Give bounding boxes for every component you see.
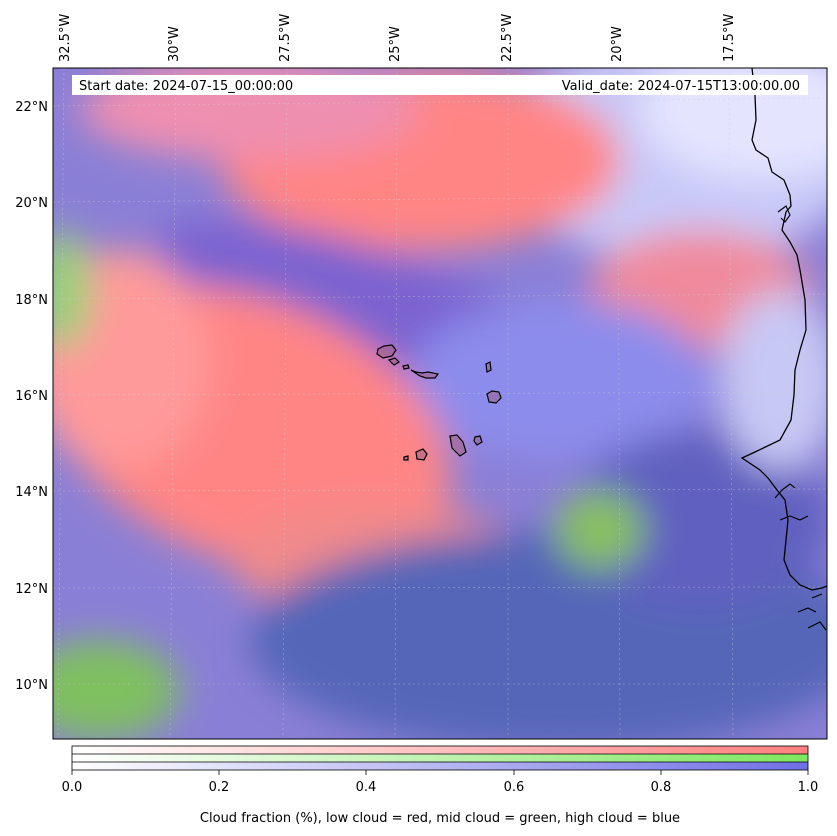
high-cloud-southeast [570,430,827,610]
lon-label-20w: 20°W [610,26,625,62]
cloud-field [53,68,827,739]
map-panel [53,68,827,739]
colorbar-high-cloud [72,762,808,770]
clear-patch-coast [720,290,827,470]
mid-cloud-patch-center [555,490,645,570]
lon-label-25w: 25°W [388,26,403,62]
colorbar-tick-1: 0.2 [209,780,230,795]
lat-label-12n: 12°N [15,582,48,597]
island-maio [473,435,483,446]
mid-cloud-patch-sw [53,640,180,739]
cape-verde-islands [376,344,502,461]
colorbar: 0.0 0.2 0.4 0.6 0.8 1.0 Cloud fraction (… [62,745,819,826]
colorbar-frame [71,745,809,771]
island-sao-nicolau [410,369,440,379]
africa-coastline [740,68,827,591]
lon-label-17-5w: 17.5°W [722,14,737,62]
island-santiago [449,434,467,457]
high-cloud-patch-ne-light [640,68,827,180]
lat-label-18n: 18°N [15,293,48,308]
lon-label-32-5w: 32.5°W [58,14,73,62]
lon-label-22-5w: 22.5°W [500,14,515,62]
date-box [72,75,808,95]
colorbar-mid-cloud [72,754,808,762]
island-fogo [415,448,428,461]
lon-label-27-5w: 27.5°W [278,14,293,62]
colorbar-tick-2: 0.4 [356,780,377,795]
low-cloud-patch-west [53,250,210,470]
lat-label-14n: 14°N [15,485,48,500]
island-santa-luzia [402,364,410,370]
lat-label-20n: 20°N [15,196,48,211]
start-date-label: Start date: 2024-07-15_00:00:00 [79,79,293,94]
high-cloud-center [410,300,710,460]
island-brava [403,455,409,461]
colorbar-tick-5: 1.0 [798,780,819,795]
latitude-labels: 22°N 20°N 18°N 16°N 14°N 12°N 10°N [15,100,48,693]
colorbar-tick-0: 0.0 [62,780,83,795]
lon-label-30w: 30°W [167,26,182,62]
map-frame [52,67,828,740]
longitude-labels: 32.5°W 30°W 27.5°W 25°W 22.5°W 20°W 17.5… [58,14,737,62]
colorbar-tick-3: 0.6 [504,780,525,795]
colorbar-tick-4: 0.8 [651,780,672,795]
colorbar-caption: Cloud fraction (%), low cloud = red, mid… [200,811,680,826]
graticule [53,68,827,739]
coast-inlet [774,205,827,631]
mid-cloud-edge-west [53,230,92,350]
valid-date-label: Valid_date: 2024-07-15T13:00:00.00 [562,79,800,94]
island-sao-vicente [387,357,400,366]
lat-label-10n: 10°N [15,678,48,693]
lat-label-22n: 22°N [15,100,48,115]
island-sal [485,361,492,373]
colorbar-low-cloud [72,746,808,754]
lat-label-16n: 16°N [15,389,48,404]
island-boa-vista [486,390,502,404]
island-santo-antao [376,344,397,359]
